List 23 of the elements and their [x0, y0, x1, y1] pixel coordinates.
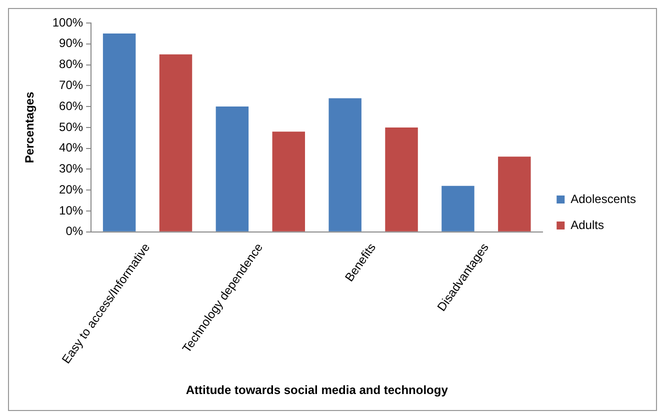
y-tick-label: 0% — [66, 224, 84, 238]
bar — [216, 106, 249, 232]
y-tick-label: 60% — [59, 98, 84, 113]
y-tick-label: 100% — [52, 15, 84, 30]
bar — [385, 127, 418, 232]
y-tick-label: 50% — [59, 120, 84, 134]
y-tick-label: 20% — [59, 182, 84, 196]
y-tick-label: 80% — [59, 57, 84, 72]
y-tick-label: 40% — [59, 140, 84, 155]
x-axis-title: Attitude towards social media and technology — [186, 383, 448, 398]
bar — [498, 156, 531, 232]
bar — [159, 54, 192, 232]
y-tick-label: 70% — [59, 78, 84, 92]
y-tick-label: 10% — [59, 203, 84, 218]
bar — [328, 98, 362, 232]
bar — [442, 186, 474, 232]
legend-label: Adolescents — [570, 192, 636, 206]
bar — [102, 33, 136, 232]
bar — [272, 132, 306, 232]
y-tick-label: 90% — [59, 36, 84, 50]
y-axis-title: Percentages — [22, 91, 37, 164]
y-tick-label: 30% — [59, 162, 84, 176]
legend-label: Adults — [570, 218, 604, 232]
